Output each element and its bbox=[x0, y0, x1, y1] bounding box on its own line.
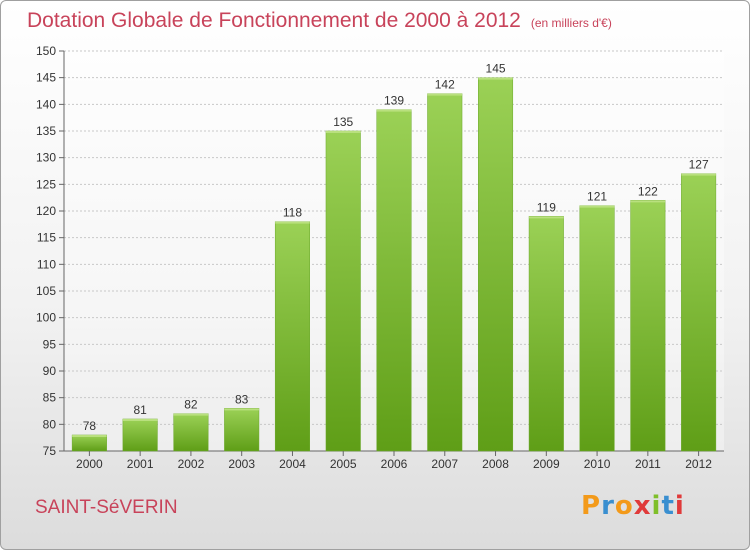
bar-value-label: 83 bbox=[235, 392, 249, 406]
y-tick-label: 85 bbox=[43, 391, 57, 405]
bar-value-label: 142 bbox=[435, 78, 455, 92]
y-tick-label: 100 bbox=[36, 311, 56, 325]
x-tick-label: 2005 bbox=[330, 457, 357, 471]
bar-value-label: 119 bbox=[537, 200, 556, 214]
bar-value-label: 127 bbox=[689, 158, 709, 172]
x-tick-label: 2008 bbox=[482, 457, 509, 471]
bar bbox=[376, 109, 412, 452]
y-tick-label: 75 bbox=[43, 444, 57, 458]
y-tick-label: 105 bbox=[36, 284, 56, 298]
chart-title: Dotation Globale de Fonctionnement de 20… bbox=[27, 9, 612, 33]
y-tick-label: 80 bbox=[43, 417, 57, 431]
y-tick-label: 120 bbox=[36, 204, 56, 218]
bar bbox=[427, 93, 463, 452]
bar-value-label: 81 bbox=[133, 403, 147, 417]
bar-value-label: 78 bbox=[83, 419, 97, 433]
x-tick-label: 2006 bbox=[381, 457, 408, 471]
y-tick-label: 125 bbox=[36, 177, 56, 191]
commune-name: SAINT-SéVERIN bbox=[35, 497, 178, 518]
bar-value-label: 145 bbox=[486, 62, 506, 76]
proxiti-logo: Proxiti bbox=[581, 491, 685, 521]
bar bbox=[478, 77, 514, 452]
bar-value-label: 139 bbox=[384, 94, 404, 108]
x-tick-label: 2011 bbox=[635, 457, 661, 471]
bar bbox=[325, 130, 361, 452]
bar bbox=[579, 205, 615, 452]
bar bbox=[630, 200, 666, 452]
y-tick-label: 90 bbox=[43, 364, 57, 378]
y-tick-label: 95 bbox=[43, 337, 57, 351]
y-tick-label: 150 bbox=[36, 44, 56, 58]
y-tick-label: 110 bbox=[37, 257, 56, 271]
x-tick-label: 2012 bbox=[685, 457, 712, 471]
x-tick-label: 2004 bbox=[279, 457, 306, 471]
x-tick-label: 2009 bbox=[533, 457, 560, 471]
x-tick-label: 2003 bbox=[228, 457, 255, 471]
x-tick-label: 2002 bbox=[178, 457, 205, 471]
x-tick-label: 2000 bbox=[76, 457, 103, 471]
y-tick-label: 115 bbox=[37, 231, 56, 245]
y-tick-label: 135 bbox=[36, 124, 56, 138]
bar bbox=[528, 216, 564, 452]
bar-value-label: 121 bbox=[587, 190, 607, 204]
y-tick-label: 145 bbox=[36, 71, 56, 85]
bar-value-label: 135 bbox=[333, 115, 353, 129]
x-tick-label: 2010 bbox=[584, 457, 611, 471]
bar bbox=[122, 418, 158, 452]
y-tick-label: 130 bbox=[36, 151, 56, 165]
chart-unit: (en milliers d'€) bbox=[530, 16, 612, 30]
bar bbox=[224, 408, 260, 452]
bar bbox=[173, 413, 209, 452]
bar-value-label: 118 bbox=[283, 206, 302, 220]
x-tick-label: 2007 bbox=[431, 457, 458, 471]
bar bbox=[681, 173, 717, 452]
bar-value-label: 122 bbox=[638, 184, 658, 198]
bar bbox=[71, 434, 107, 452]
y-tick-label: 140 bbox=[36, 97, 56, 111]
bar-value-label: 82 bbox=[184, 398, 198, 412]
bar bbox=[274, 221, 310, 452]
chart-title-text: Dotation Globale de Fonctionnement de 20… bbox=[27, 9, 521, 32]
x-tick-label: 2001 bbox=[127, 457, 154, 471]
